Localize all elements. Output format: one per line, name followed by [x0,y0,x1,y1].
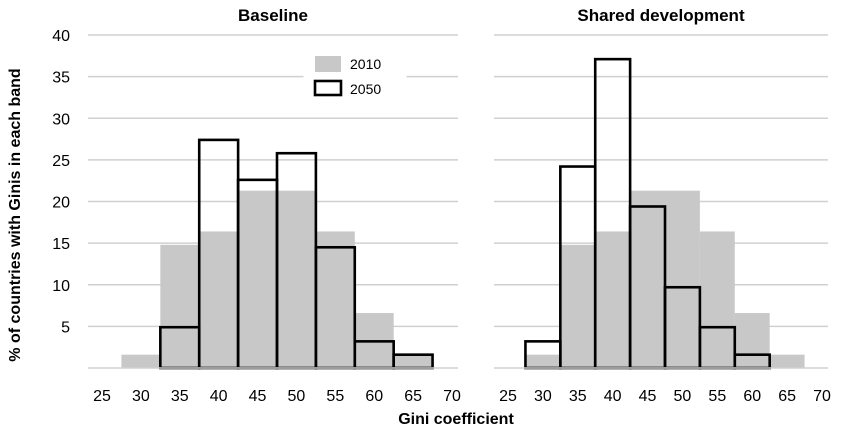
panel2-x-tick-label-70: 70 [813,388,831,405]
y-tick-label-15: 15 [52,236,70,253]
legend-box [303,43,407,103]
panel1-x-tick-label-25: 25 [93,388,111,405]
panel2-bar-2010-45 [630,190,665,368]
panel1-x-tick-label-55: 55 [326,388,344,405]
legend-label-2010: 2010 [350,56,381,72]
panel2-x-tick-label-65: 65 [778,388,796,405]
panel1-x-tick-label-45: 45 [249,388,267,405]
panel1-x-tick-label-30: 30 [132,388,150,405]
panel2-bar-2010-35 [560,244,596,368]
y-tick-label-5: 5 [61,319,70,336]
y-tick-label-40: 40 [52,28,70,45]
y-tick-label-35: 35 [52,70,70,87]
panel2-x-tick-label-35: 35 [569,388,587,405]
panel2-x-tick-label-55: 55 [708,388,726,405]
y-axis-title: % of countries with Ginis in each band [7,68,24,361]
x-axis-title: Gini coefficient [398,411,514,428]
panel2-bar-2010-65 [769,354,805,368]
panel2-bar-2010-40 [595,231,631,368]
panel2-bar-2010-55 [699,231,735,368]
y-tick-label-20: 20 [52,195,70,212]
panel2-x-tick-label-25: 25 [499,388,517,405]
panel2-title: Shared development [577,6,745,25]
panel2-x-tick-label-45: 45 [639,388,657,405]
panel1-bar-2010-55 [315,231,355,368]
panel1-x-tick-label-40: 40 [210,388,228,405]
legend-swatch-2010 [315,56,341,72]
panel1-bar-2010-35 [160,244,200,368]
panel1-x-tick-label-60: 60 [365,388,383,405]
y-tick-label-25: 25 [52,153,70,170]
panel1-bar-2010-65 [393,354,433,368]
panel1-x-tick-label-50: 50 [288,388,306,405]
panel2-x-tick-label-60: 60 [743,388,761,405]
panel2-bar-2010-50 [665,190,700,368]
panel2-x-tick-label-50: 50 [674,388,692,405]
panel2-bar-2010-60 [734,313,770,368]
panel2-bar-2010-30 [525,354,561,368]
legend-swatch-2050 [313,79,343,97]
y-tick-label-10: 10 [52,278,70,295]
panel2-x-tick-label-30: 30 [534,388,552,405]
y-tick-label-30: 30 [52,111,70,128]
panel1-x-tick-label-65: 65 [404,388,422,405]
panel1-title: Baseline [238,6,308,25]
panel1-bar-2010-45 [238,190,277,368]
panel1-bar-2010-50 [277,190,316,368]
legend-label-2050: 2050 [350,81,381,97]
panel1-bar-2010-40 [199,231,239,368]
panel2-x-tick-label-40: 40 [604,388,622,405]
panel1-x-tick-label-70: 70 [443,388,461,405]
panel1-bar-2010-30 [121,354,161,368]
panel1-x-tick-label-35: 35 [171,388,189,405]
